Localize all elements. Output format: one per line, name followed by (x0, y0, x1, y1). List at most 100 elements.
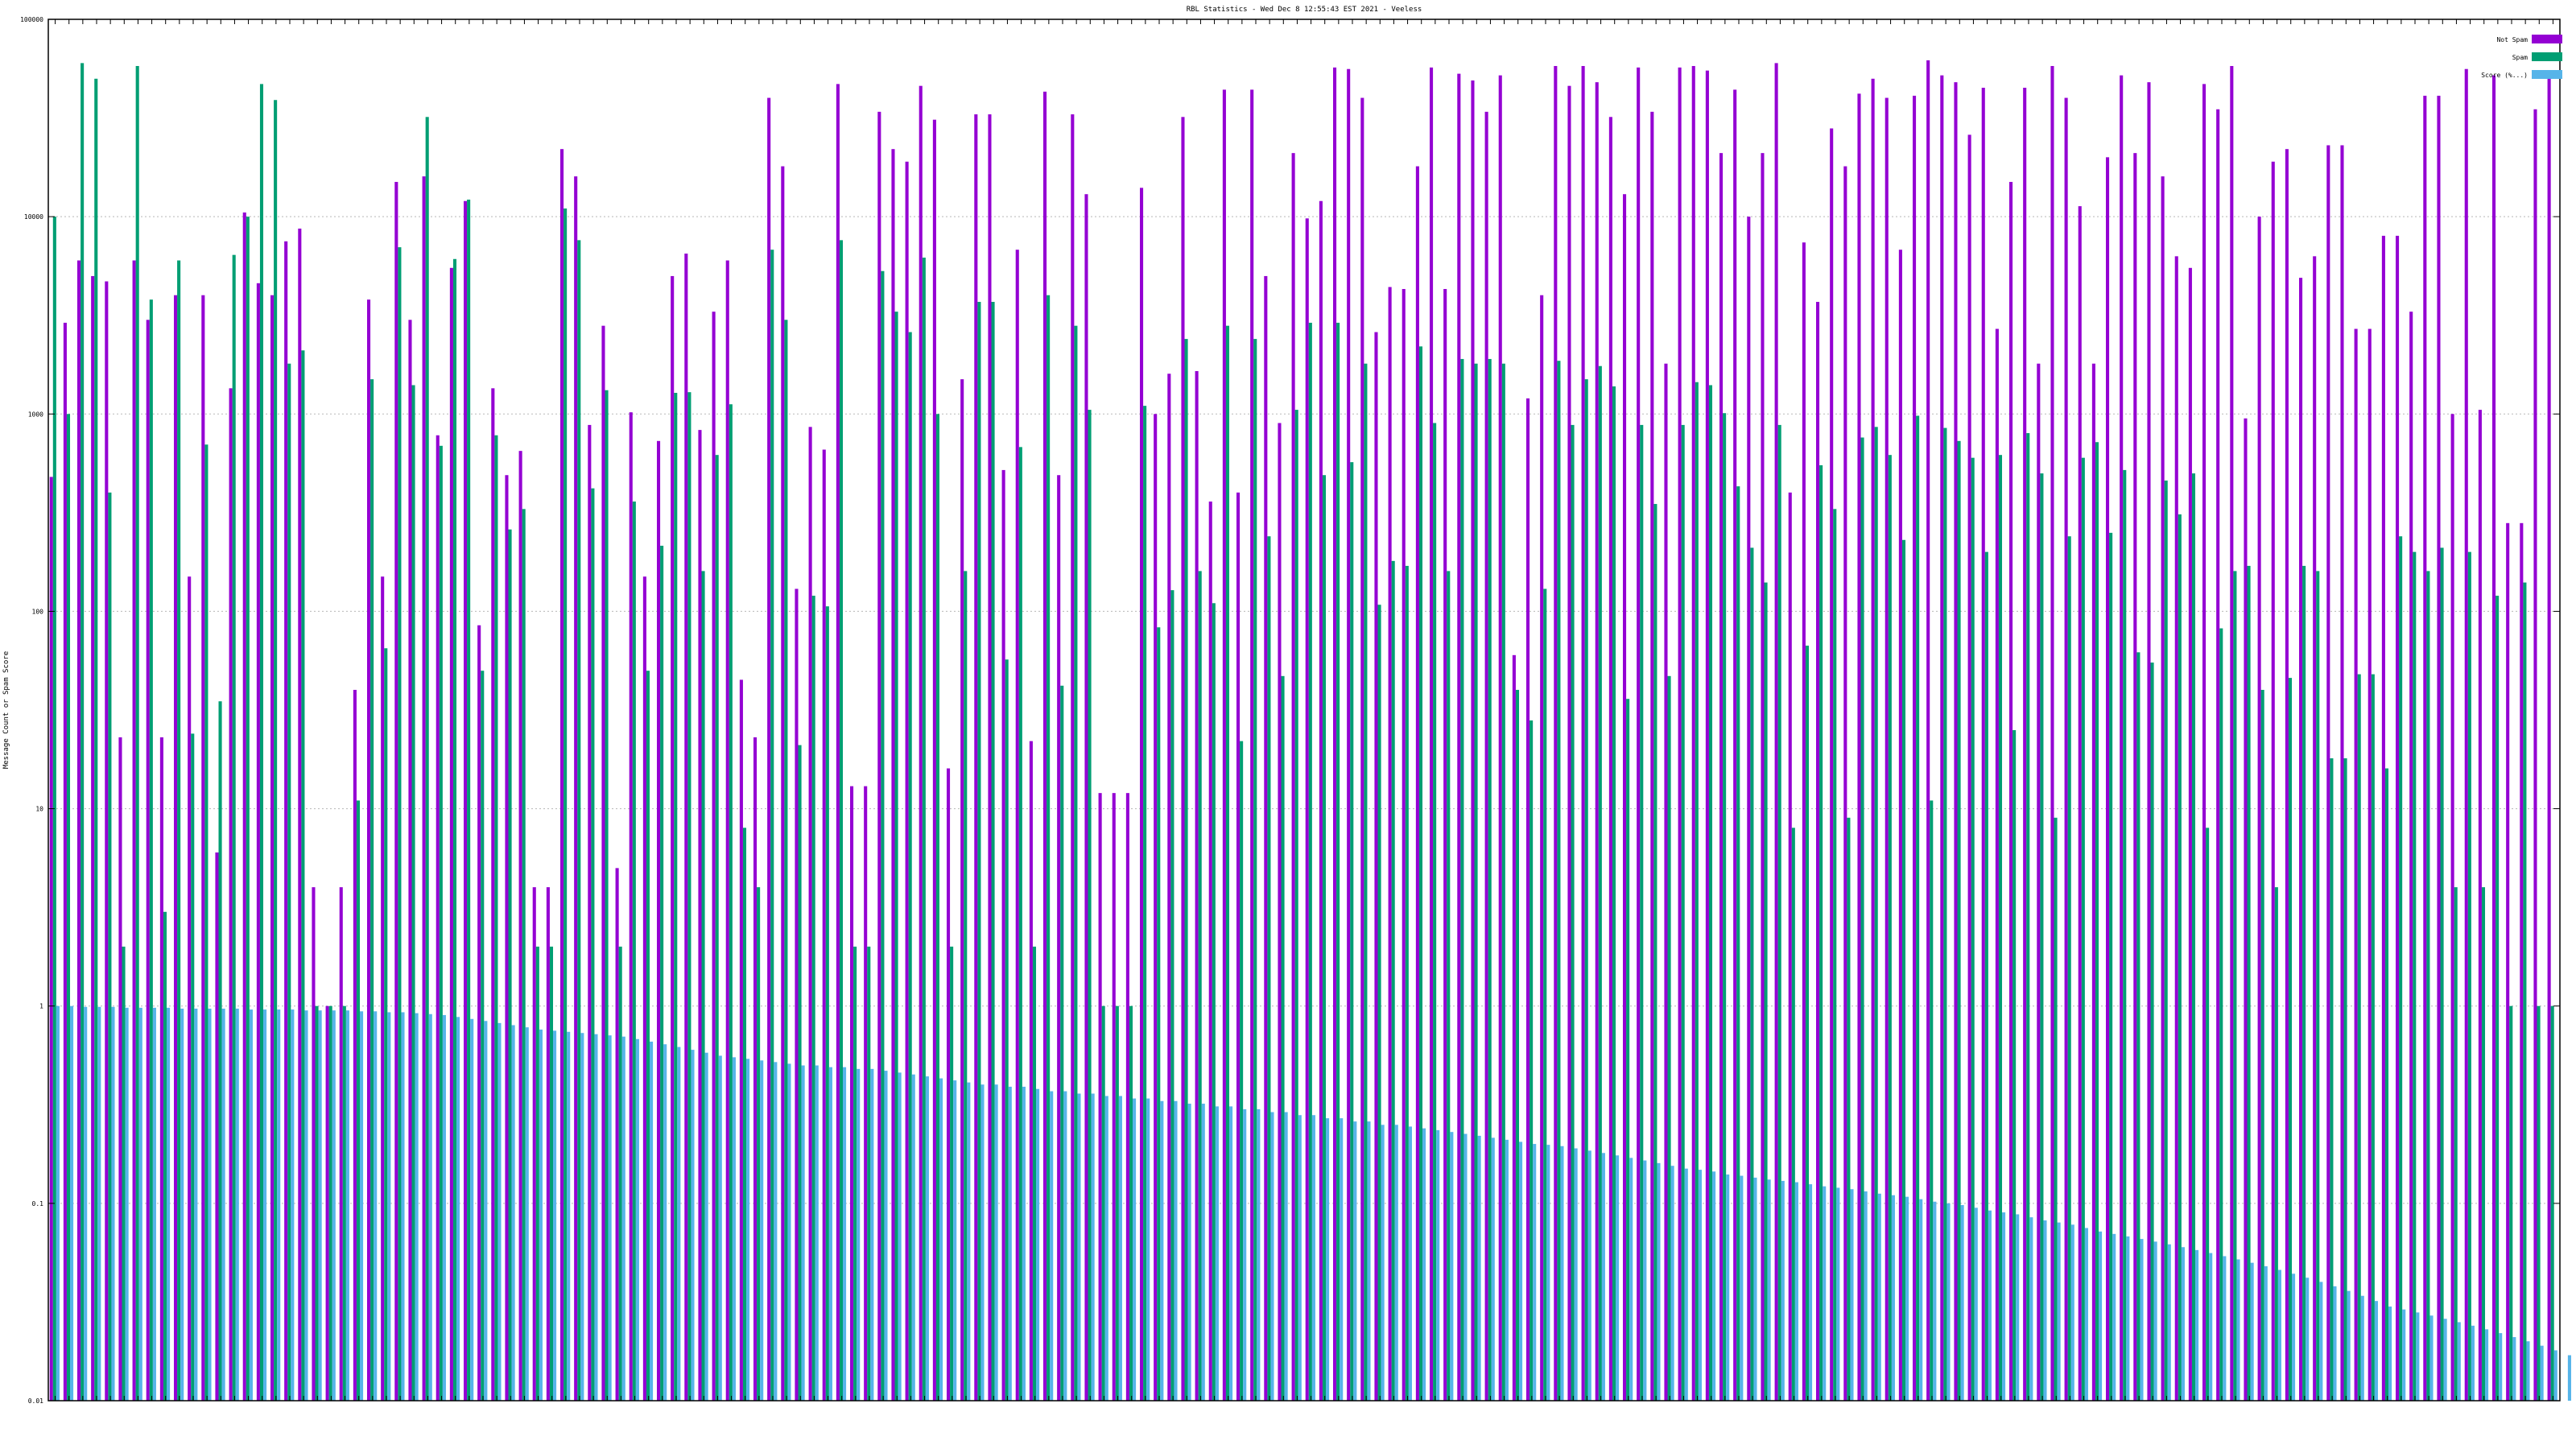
bar-score (911, 1074, 915, 1401)
bar-score (2209, 1253, 2213, 1401)
bar-score (677, 1046, 681, 1401)
bar-not-spam (2133, 153, 2137, 1402)
bar-not-spam (1512, 654, 1516, 1401)
bar-spam (1350, 462, 1354, 1401)
bar-spam (2054, 817, 2058, 1401)
bar-spam (757, 887, 761, 1401)
bar-score (2374, 1301, 2378, 1401)
bar-not-spam (2340, 145, 2344, 1401)
legend-label: Not Spam (2496, 36, 2528, 43)
bar-spam (1777, 424, 1781, 1401)
bar-not-spam (408, 320, 412, 1401)
bar-spam (2040, 473, 2044, 1401)
bar-score (843, 1067, 847, 1401)
bar-spam (1488, 358, 1492, 1401)
bar-spam (2233, 571, 2237, 1401)
bar-score (2057, 1222, 2061, 1401)
bar-spam (591, 488, 595, 1401)
bar-spam (2219, 628, 2223, 1401)
bar-not-spam (1443, 288, 1447, 1401)
bar-score (1174, 1100, 1178, 1401)
bar-score (2195, 1249, 2199, 1401)
bar-score (1988, 1210, 1992, 1401)
bar-score (898, 1072, 902, 1401)
bar-spam (218, 701, 222, 1401)
bar-spam (2523, 582, 2527, 1401)
bar-not-spam (2147, 82, 2151, 1401)
bar-not-spam (284, 241, 288, 1401)
bar-spam (1984, 551, 1988, 1401)
bar-spam (508, 529, 512, 1401)
bar-not-spam (242, 212, 246, 1401)
bar-not-spam (2202, 84, 2207, 1402)
bar-score (1587, 1150, 1591, 1401)
bar-spam (729, 404, 733, 1402)
bar-score (1629, 1158, 1633, 1401)
bar-spam (2206, 828, 2210, 1401)
bar-not-spam (657, 440, 661, 1401)
bar-spam (2496, 596, 2500, 1401)
bar-not-spam (1098, 793, 1102, 1401)
bar-not-spam (1705, 70, 1709, 1402)
bar-score (1946, 1203, 1951, 1401)
bar-spam (950, 946, 954, 1401)
bar-spam (2026, 433, 2030, 1402)
bar-score (1533, 1144, 1537, 1401)
bar-spam (1281, 675, 1285, 1401)
bar-score (2499, 1333, 2503, 1401)
bar-not-spam (1885, 97, 1889, 1402)
bar-spam (467, 199, 471, 1401)
bar-score (456, 1017, 460, 1401)
bar-spam (1957, 440, 1961, 1401)
bar-spam (853, 946, 857, 1401)
bar-spam (2274, 887, 2278, 1401)
bar-spam (2481, 887, 2486, 1401)
bar-spam (1308, 322, 1312, 1402)
bar-not-spam (712, 312, 716, 1401)
bar-not-spam (1001, 469, 1005, 1401)
bar-score (2429, 1315, 2434, 1401)
bar-score (511, 1025, 515, 1401)
bar-score (70, 1005, 74, 1401)
bar-spam (2426, 571, 2430, 1401)
bar-spam (2013, 730, 2017, 1401)
bar-spam (370, 379, 374, 1402)
bar-spam (2537, 1005, 2541, 1401)
bar-not-spam (256, 283, 260, 1401)
bar-not-spam (725, 260, 729, 1402)
bar-not-spam (1360, 97, 1364, 1402)
bar-score (97, 1006, 101, 1401)
bar-spam (1543, 588, 1547, 1401)
bar-not-spam (988, 114, 992, 1402)
bar-not-spam (491, 388, 495, 1401)
bar-spam (1667, 675, 1671, 1401)
bar-spam (632, 502, 636, 1402)
bar-spam (232, 254, 236, 1401)
legend-swatch (2532, 70, 2562, 79)
bar-spam (1943, 427, 1947, 1401)
bar-not-spam (1415, 166, 1419, 1402)
bar-score (1794, 1182, 1798, 1401)
bar-score (594, 1034, 598, 1401)
bar-spam (342, 1005, 346, 1401)
bar-score (1243, 1108, 1247, 1401)
bar-score (2540, 1345, 2544, 1401)
bar-not-spam (2450, 414, 2454, 1402)
bar-not-spam (2064, 97, 2068, 1402)
bar-score (939, 1078, 943, 1401)
bar-not-spam (1430, 67, 1434, 1401)
bar-score (635, 1038, 639, 1401)
bar-score (1063, 1091, 1067, 1401)
bar-score (84, 1006, 88, 1401)
y-tick-label: 0.1 (32, 1200, 44, 1208)
bar-not-spam (1678, 67, 1682, 1401)
bar-not-spam (1650, 111, 1654, 1401)
bar-spam (1874, 427, 1878, 1401)
bar-not-spam (671, 275, 675, 1401)
bar-score (1118, 1096, 1122, 1401)
bar-spam (991, 301, 995, 1401)
bar-not-spam (188, 576, 192, 1401)
bar-score (1450, 1132, 1454, 1401)
bar-not-spam (974, 114, 978, 1402)
bar-score (167, 1007, 171, 1401)
